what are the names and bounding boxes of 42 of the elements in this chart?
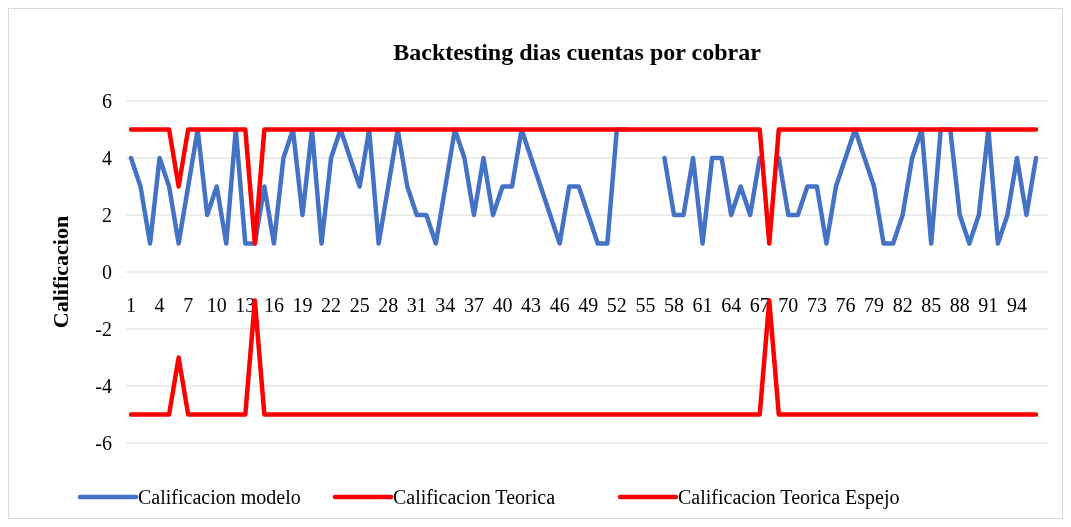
- x-tick-label: 1: [126, 294, 136, 316]
- x-tick-label: 19: [292, 294, 313, 316]
- x-tick-label: 76: [835, 294, 856, 316]
- x-tick-label: 70: [778, 294, 799, 316]
- x-tick-label: 22: [321, 294, 342, 316]
- x-tick-label: 94: [1006, 294, 1027, 316]
- x-tick-label: 91: [978, 294, 999, 316]
- x-tick-label: 52: [606, 294, 627, 316]
- y-tick-label: 2: [102, 204, 112, 226]
- x-tick-label: 7: [183, 294, 194, 316]
- x-tick-label: 16: [263, 294, 284, 316]
- x-tick-label: 58: [664, 294, 684, 316]
- x-tick-label: 61: [692, 294, 713, 316]
- x-tick-label: 88: [949, 294, 970, 316]
- y-tick-label: 6: [102, 90, 112, 112]
- x-tick-label: 73: [806, 294, 827, 316]
- x-tick-label: 43: [521, 294, 542, 316]
- x-tick-label: 31: [406, 294, 427, 316]
- y-tick-label: -4: [95, 375, 112, 397]
- x-tick-label: 79: [864, 294, 885, 316]
- x-tick-label: 28: [378, 294, 399, 316]
- x-tick-label: 64: [721, 294, 742, 316]
- y-tick-label: -2: [95, 318, 112, 340]
- x-tick-label: 34: [435, 294, 456, 316]
- y-tick-label: 4: [102, 147, 112, 169]
- legend-label: Calificacion Teorica Espejo: [678, 486, 900, 509]
- x-tick-label: 40: [492, 294, 513, 316]
- y-tick-label: -6: [95, 432, 112, 454]
- legend-label: Calificacion Teorica: [393, 486, 556, 508]
- x-tick-label: 46: [549, 294, 570, 316]
- x-tick-label: 82: [892, 294, 913, 316]
- y-tick-label: 0: [102, 261, 112, 283]
- legend-label: Calificacion modelo: [138, 486, 301, 508]
- x-tick-label: 4: [154, 294, 165, 316]
- x-tick-label: 55: [635, 294, 656, 316]
- y-axis-title: Calificacion: [48, 215, 73, 329]
- x-tick-label: 49: [578, 294, 599, 316]
- chart-title: Backtesting dias cuentas por cobrar: [393, 39, 762, 65]
- x-tick-label: 25: [349, 294, 370, 316]
- x-tick-label: 37: [463, 294, 484, 316]
- x-tick-label: 85: [921, 294, 942, 316]
- x-tick-label: 10: [206, 294, 227, 316]
